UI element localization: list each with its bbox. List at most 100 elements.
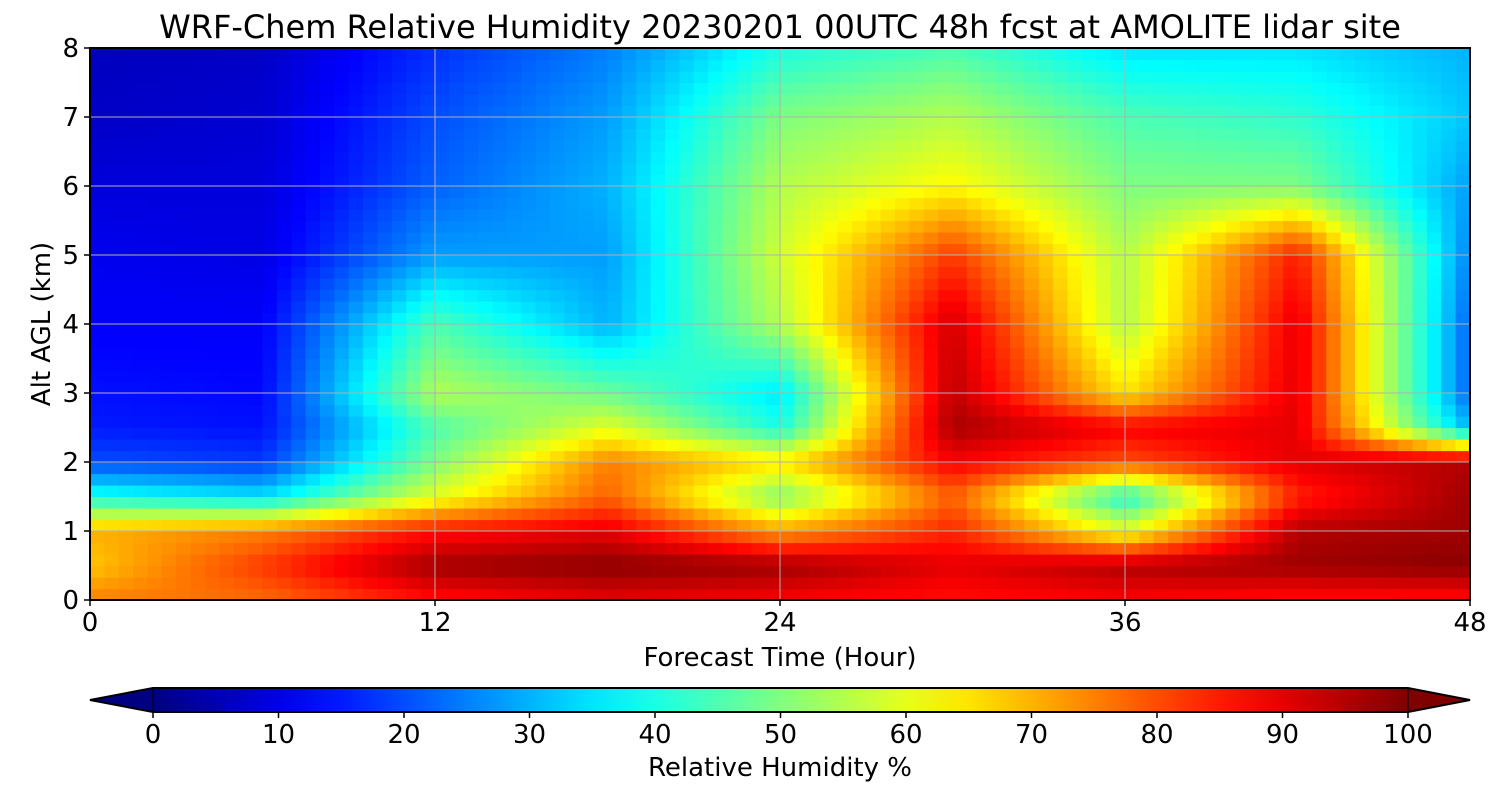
heatmap-cell xyxy=(564,370,580,383)
heatmap-cell xyxy=(665,577,680,590)
heatmap-cell xyxy=(679,565,695,578)
heatmap-cell xyxy=(923,289,939,302)
heatmap-cell xyxy=(406,197,422,210)
heatmap-cell xyxy=(981,542,997,555)
heatmap-cell xyxy=(966,117,982,130)
heatmap-cell xyxy=(1024,324,1040,337)
heatmap-cell xyxy=(1038,473,1054,486)
heatmap-cell xyxy=(1297,301,1313,314)
heatmap-cell xyxy=(636,94,652,107)
heatmap-cell xyxy=(650,163,666,176)
heatmap-cell xyxy=(693,554,709,567)
heatmap-cell xyxy=(90,508,105,521)
heatmap-cell xyxy=(1038,289,1054,302)
heatmap-cell xyxy=(1053,588,1069,600)
heatmap-cell xyxy=(1398,117,1414,130)
heatmap-cell xyxy=(506,266,522,279)
heatmap-cell xyxy=(1369,59,1385,72)
heatmap-cell xyxy=(751,278,767,291)
heatmap-cell xyxy=(348,496,364,509)
heatmap-cell xyxy=(880,82,896,95)
heatmap-cell xyxy=(1211,197,1227,210)
heatmap-cell xyxy=(1340,347,1356,360)
heatmap-cell xyxy=(90,209,105,222)
heatmap-cell xyxy=(276,163,292,176)
heatmap-cell xyxy=(1297,358,1313,371)
heatmap-cell xyxy=(205,105,220,118)
heatmap-cell xyxy=(851,48,867,61)
heatmap-cell xyxy=(377,370,393,383)
heatmap-cell xyxy=(621,554,637,567)
heatmap-cell xyxy=(521,416,537,429)
heatmap-cell xyxy=(1010,473,1025,486)
heatmap-cell xyxy=(291,565,307,578)
heatmap-cell xyxy=(1398,565,1414,578)
heatmap-cell xyxy=(506,243,522,256)
heatmap-cell xyxy=(391,577,407,590)
heatmap-cell xyxy=(262,163,278,176)
heatmap-cell xyxy=(1355,508,1370,521)
heatmap-cell xyxy=(377,393,393,406)
heatmap-cell xyxy=(837,554,853,567)
heatmap-cell xyxy=(650,370,666,383)
heatmap-cell xyxy=(104,358,120,371)
heatmap-cell xyxy=(1139,266,1155,279)
heatmap-cell xyxy=(1355,301,1370,314)
heatmap-cell xyxy=(923,48,939,61)
heatmap-cell xyxy=(406,393,422,406)
heatmap-cell xyxy=(1398,128,1414,141)
heatmap-cell xyxy=(665,174,680,187)
heatmap-cell xyxy=(1096,565,1112,578)
heatmap-cell xyxy=(1383,473,1399,486)
heatmap-cell xyxy=(1067,71,1083,84)
heatmap-cell xyxy=(420,128,436,141)
heatmap-cell xyxy=(1268,347,1284,360)
heatmap-cell xyxy=(808,519,824,532)
heatmap-cell xyxy=(1240,324,1255,337)
heatmap-cell xyxy=(320,335,335,348)
heatmap-cell xyxy=(851,94,867,107)
heatmap-cell xyxy=(708,140,724,153)
heatmap-cell xyxy=(1297,554,1313,567)
heatmap-cell xyxy=(1038,485,1054,498)
heatmap-cell xyxy=(966,427,982,440)
heatmap-cell xyxy=(1053,255,1069,268)
heatmap-cell xyxy=(895,243,910,256)
heatmap-cell xyxy=(1010,439,1025,452)
heatmap-cell xyxy=(952,94,968,107)
heatmap-cell xyxy=(233,519,249,532)
heatmap-cell xyxy=(1024,266,1040,279)
heatmap-cell xyxy=(90,71,105,84)
heatmap-cell xyxy=(1081,381,1097,394)
heatmap-cell xyxy=(233,117,249,130)
colorbar-tick-label: 70 xyxy=(1015,720,1048,750)
heatmap-cell xyxy=(377,151,393,164)
heatmap-cell xyxy=(1355,174,1370,187)
heatmap-cell xyxy=(435,140,450,153)
heatmap-cell xyxy=(1168,140,1184,153)
heatmap-cell xyxy=(1383,324,1399,337)
heatmap-cell xyxy=(866,301,882,314)
heatmap-cell xyxy=(1153,508,1169,521)
heatmap-cell xyxy=(708,151,724,164)
heatmap-cell xyxy=(1168,232,1184,245)
heatmap-cell xyxy=(1182,416,1198,429)
heatmap-cell xyxy=(693,232,709,245)
heatmap-cell xyxy=(1081,209,1097,222)
heatmap-cell xyxy=(133,358,149,371)
heatmap-cell xyxy=(765,243,781,256)
heatmap-cell xyxy=(147,301,163,314)
heatmap-cell xyxy=(1053,370,1069,383)
heatmap-cell xyxy=(334,59,350,72)
heatmap-cell xyxy=(895,220,910,233)
heatmap-cell xyxy=(593,209,609,222)
heatmap-cell xyxy=(1254,312,1270,325)
colorbar-tick-label: 20 xyxy=(387,720,420,750)
heatmap-cell xyxy=(1081,220,1097,233)
heatmap-cell xyxy=(593,266,609,279)
heatmap-cell xyxy=(1125,347,1140,360)
heatmap-cell xyxy=(866,48,882,61)
heatmap-cell xyxy=(1441,59,1457,72)
heatmap-cell xyxy=(1211,370,1227,383)
heatmap-cell xyxy=(851,301,867,314)
